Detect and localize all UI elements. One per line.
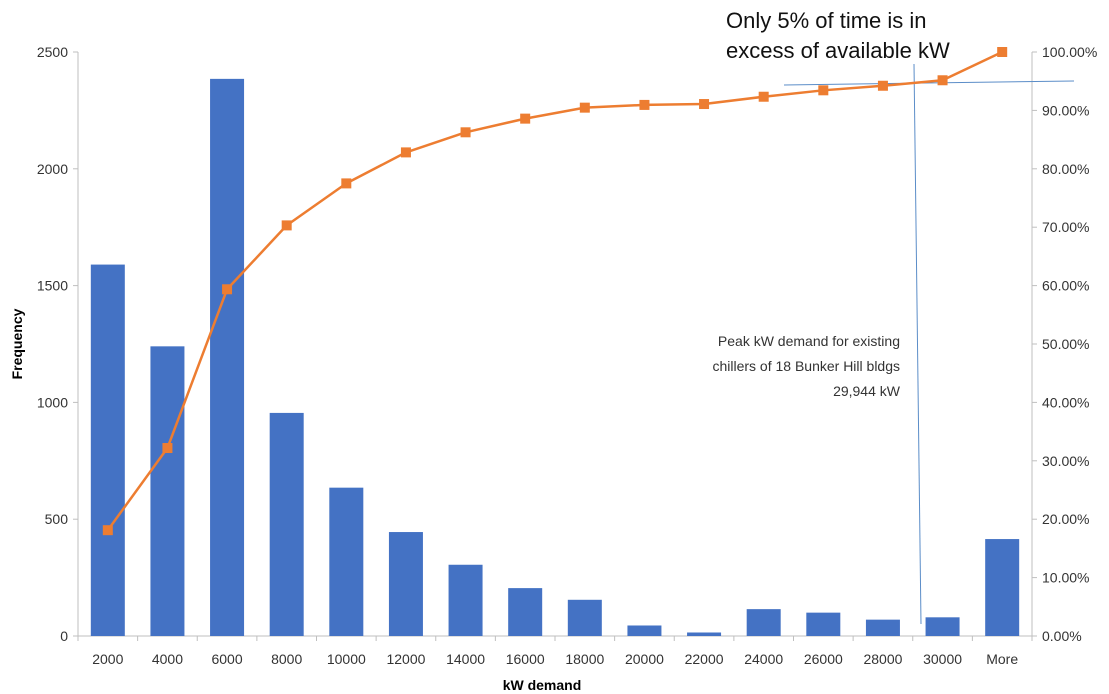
bar [90,264,125,636]
y-left-tick-label: 2500 [37,44,68,60]
y-right-tick-label: 50.00% [1042,336,1089,352]
bars-group [90,78,1020,636]
bar [627,625,662,636]
labels-group: 0 500 1000 1500 2000 2500 0.00% 10.00% 20.00% 30.… [37,44,1097,667]
bar [865,619,900,636]
x-tick-label: 18000 [565,651,604,667]
cumulative-marker [341,178,352,189]
x-tick-label: 28000 [863,651,902,667]
cumulative-marker [579,102,590,113]
y-right-tick-label: 40.00% [1042,394,1089,410]
x-tick-label: 6000 [211,651,242,667]
cumulative-line-group [102,47,1008,536]
y-right-tick-label: 60.00% [1042,278,1089,294]
bar [448,564,483,636]
y-right-tick-label: 70.00% [1042,219,1089,235]
time-annotation-line-1: Only 5% of time is in [726,8,927,33]
x-tick-label: 4000 [152,651,183,667]
x-tick-label: 12000 [386,651,425,667]
threshold-line [783,80,1075,86]
bar [746,609,781,636]
x-tick-label: 8000 [271,651,302,667]
x-tick-label: 16000 [506,651,545,667]
cumulative-marker [877,80,888,91]
cumulative-marker [758,91,769,102]
bar [687,632,722,636]
bar [210,78,245,636]
y-left-tick-label: 500 [45,511,69,527]
x-axis-title: kW demand [503,677,582,693]
bar [985,539,1020,636]
y-left-tick-label: 0 [60,628,68,644]
peak-annotation-line-3: 29,944 kW [833,383,901,399]
time-annotation: Only 5% of time is in excess of availabl… [726,8,950,63]
x-tick-label: 10000 [327,651,366,667]
cumulative-marker [699,99,710,110]
cumulative-marker [102,525,113,536]
y-right-tick-label: 80.00% [1042,161,1089,177]
bar [329,487,364,636]
cumulative-marker [639,99,650,110]
y-right-tick-label: 10.00% [1042,570,1089,586]
x-tick-label: 22000 [685,651,724,667]
bar [269,412,304,636]
cumulative-marker [997,47,1008,57]
y-left-tick-label: 1000 [37,394,68,410]
x-tick-label: 20000 [625,651,664,667]
cumulative-marker [460,127,471,138]
annotation-lines [783,63,1075,625]
cumulative-marker [400,147,411,158]
x-tick-label: 2000 [92,651,123,667]
time-annotation-line-2: excess of available kW [726,38,950,63]
y-axis-title: Frequency [9,308,25,379]
y-right-tick-label: 0.00% [1042,628,1082,644]
y-right-tick-label: 20.00% [1042,511,1089,527]
bar [925,617,960,636]
cumulative-marker [281,220,292,231]
bar [150,346,185,636]
cumulative-marker [222,284,233,295]
peak-annotation: Peak kW demand for existing chillers of … [712,333,900,399]
x-tick-label: 24000 [744,651,783,667]
cumulative-marker [162,443,173,454]
cumulative-marker [520,113,531,124]
cumulative-line [106,50,1003,531]
cumulative-marker [818,85,829,96]
x-tick-label: More [986,651,1018,667]
cumulative-marker [937,75,948,86]
y-right-tick-label: 30.00% [1042,453,1089,469]
x-tick-label: 30000 [923,651,962,667]
y-left-tick-label: 2000 [37,161,68,177]
y-left-tick-label: 1500 [37,278,68,294]
peak-annotation-line-2: chillers of 18 Bunker Hill bldgs [712,358,900,374]
bar [388,532,423,636]
x-tick-label: 26000 [804,651,843,667]
x-tick-label: 14000 [446,651,485,667]
bar [508,588,543,636]
bar [567,599,602,636]
bar [806,612,841,636]
y-right-tick-label: 100.00% [1042,44,1097,60]
y-right-tick-label: 90.00% [1042,102,1089,118]
peak-annotation-line-1: Peak kW demand for existing [718,333,900,349]
peak-marker-line [913,63,922,625]
